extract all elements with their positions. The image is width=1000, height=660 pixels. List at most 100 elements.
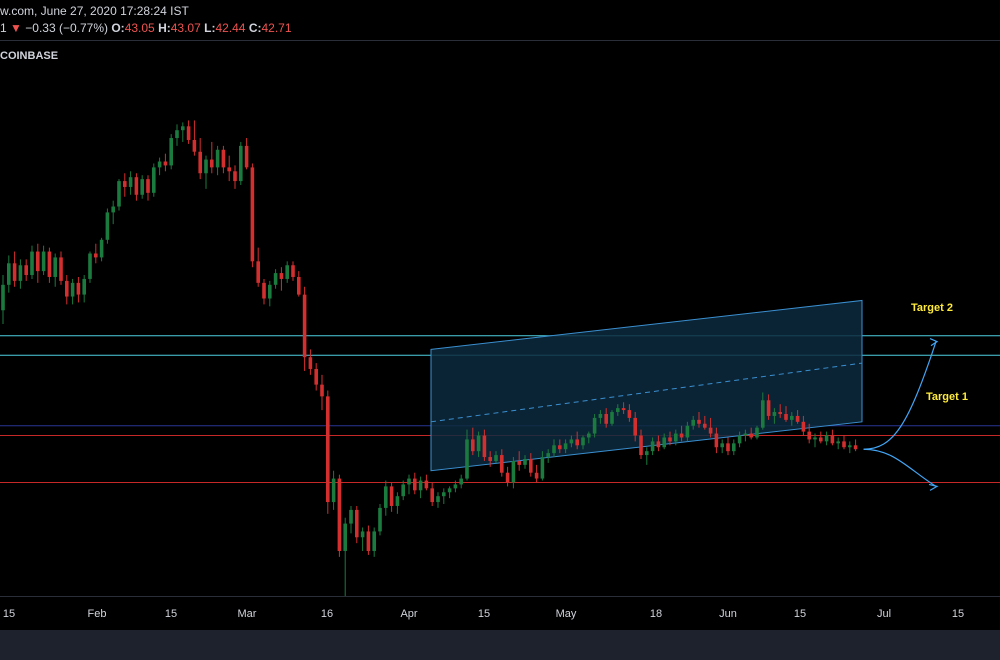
candle-down — [604, 413, 608, 424]
candle-up — [99, 239, 104, 258]
candle-up — [378, 507, 382, 532]
candle-down — [250, 167, 255, 262]
candle-up — [720, 443, 724, 448]
candle-down — [355, 509, 359, 538]
candle-down — [12, 263, 17, 281]
x-tick-label: May — [556, 608, 577, 620]
candle-down — [621, 408, 626, 411]
candle-up — [239, 145, 243, 182]
candle-down — [807, 431, 811, 440]
candle-up — [117, 181, 121, 207]
candle-down — [801, 421, 806, 432]
open-label: O: — [111, 21, 125, 35]
ascending-channel — [430, 299, 863, 472]
candle-down — [389, 486, 394, 506]
high-value: 43.07 — [170, 21, 201, 35]
candle-up — [215, 149, 220, 168]
candle-down — [65, 280, 69, 297]
candle-up — [105, 212, 110, 240]
candle-down — [766, 400, 771, 416]
candle-up — [7, 263, 11, 285]
candle-up — [175, 130, 179, 139]
candle-up — [128, 177, 133, 187]
candle-up — [157, 161, 162, 168]
candle-up — [743, 433, 748, 436]
candle-down — [326, 396, 330, 503]
candle-up — [587, 433, 591, 438]
candle-down — [668, 437, 672, 442]
change-value: −0.33 (−0.77%) — [25, 21, 108, 35]
candle-up — [70, 282, 75, 297]
candle-down — [534, 472, 539, 479]
candle-down — [262, 282, 266, 299]
candle-up — [181, 126, 185, 131]
candle-up — [436, 496, 440, 503]
candle-up — [737, 435, 742, 444]
bottom-toolbar — [0, 630, 1000, 660]
candle-down — [726, 443, 730, 452]
candle-down — [186, 126, 191, 140]
candle-down — [256, 261, 260, 283]
candle-up — [169, 138, 173, 166]
candle-down — [714, 433, 719, 448]
candle-down — [413, 478, 417, 491]
candle-down — [47, 251, 52, 277]
candle-down — [505, 472, 510, 483]
candle-down — [163, 161, 168, 166]
candle-down — [291, 265, 295, 277]
ohlc-readout: 1 ▼ −0.33 (−0.77%) O:43.05 H:43.07 L:42.… — [0, 21, 292, 35]
candle-down — [221, 149, 226, 168]
candle-up — [494, 455, 498, 461]
target-1-label: Target 1 — [926, 391, 968, 403]
candle-up — [111, 206, 115, 213]
x-tick-label: Mar — [238, 608, 257, 620]
candle-up — [465, 439, 469, 479]
x-tick-label: Jun — [719, 608, 737, 620]
candles — [1, 120, 858, 596]
candle-up — [824, 435, 829, 442]
candle-down — [337, 478, 342, 551]
x-tick-label: 18 — [650, 608, 662, 620]
candle-up — [372, 531, 376, 551]
candle-up — [581, 437, 585, 446]
candle-up — [563, 443, 568, 450]
candle-down — [488, 457, 492, 461]
candle-up — [343, 523, 347, 551]
x-tick-label: 15 — [794, 608, 806, 620]
change-prefix: 1 — [0, 21, 7, 35]
candle-up — [755, 427, 759, 438]
candle-down — [708, 427, 713, 434]
x-tick-label: Jul — [877, 608, 891, 620]
candle-up — [546, 453, 550, 458]
candle-up — [273, 273, 278, 285]
x-tick-label: 15 — [952, 608, 964, 620]
candle-down — [424, 480, 429, 489]
candle-down — [819, 437, 823, 442]
candle-up — [268, 284, 272, 299]
candle-down — [500, 455, 504, 473]
candle-up — [598, 413, 603, 418]
candle-up — [447, 488, 452, 493]
candle-down — [639, 435, 643, 456]
exchange-label: COINBASE — [0, 50, 59, 62]
candle-up — [88, 253, 92, 279]
candle-up — [384, 486, 388, 508]
candle-up — [592, 417, 597, 434]
candle-down — [517, 460, 521, 465]
candle-down — [529, 459, 533, 473]
header-divider — [0, 40, 1000, 41]
candle-up — [459, 478, 463, 485]
candle-down — [314, 368, 318, 385]
candle-up — [18, 265, 23, 281]
candle-up — [407, 478, 411, 485]
candle-down — [59, 257, 63, 281]
candle-down — [575, 439, 579, 446]
candle-up — [442, 492, 446, 497]
candle-up — [772, 412, 777, 416]
arrow-up-path — [863, 341, 937, 450]
candle-up — [836, 441, 840, 444]
candle-down — [627, 410, 632, 418]
candle-down — [279, 273, 284, 279]
time-axis[interactable]: 15 Feb 15 Mar 16 Apr 15 May 18 Jun 15 Jul 15 — [0, 596, 1000, 631]
